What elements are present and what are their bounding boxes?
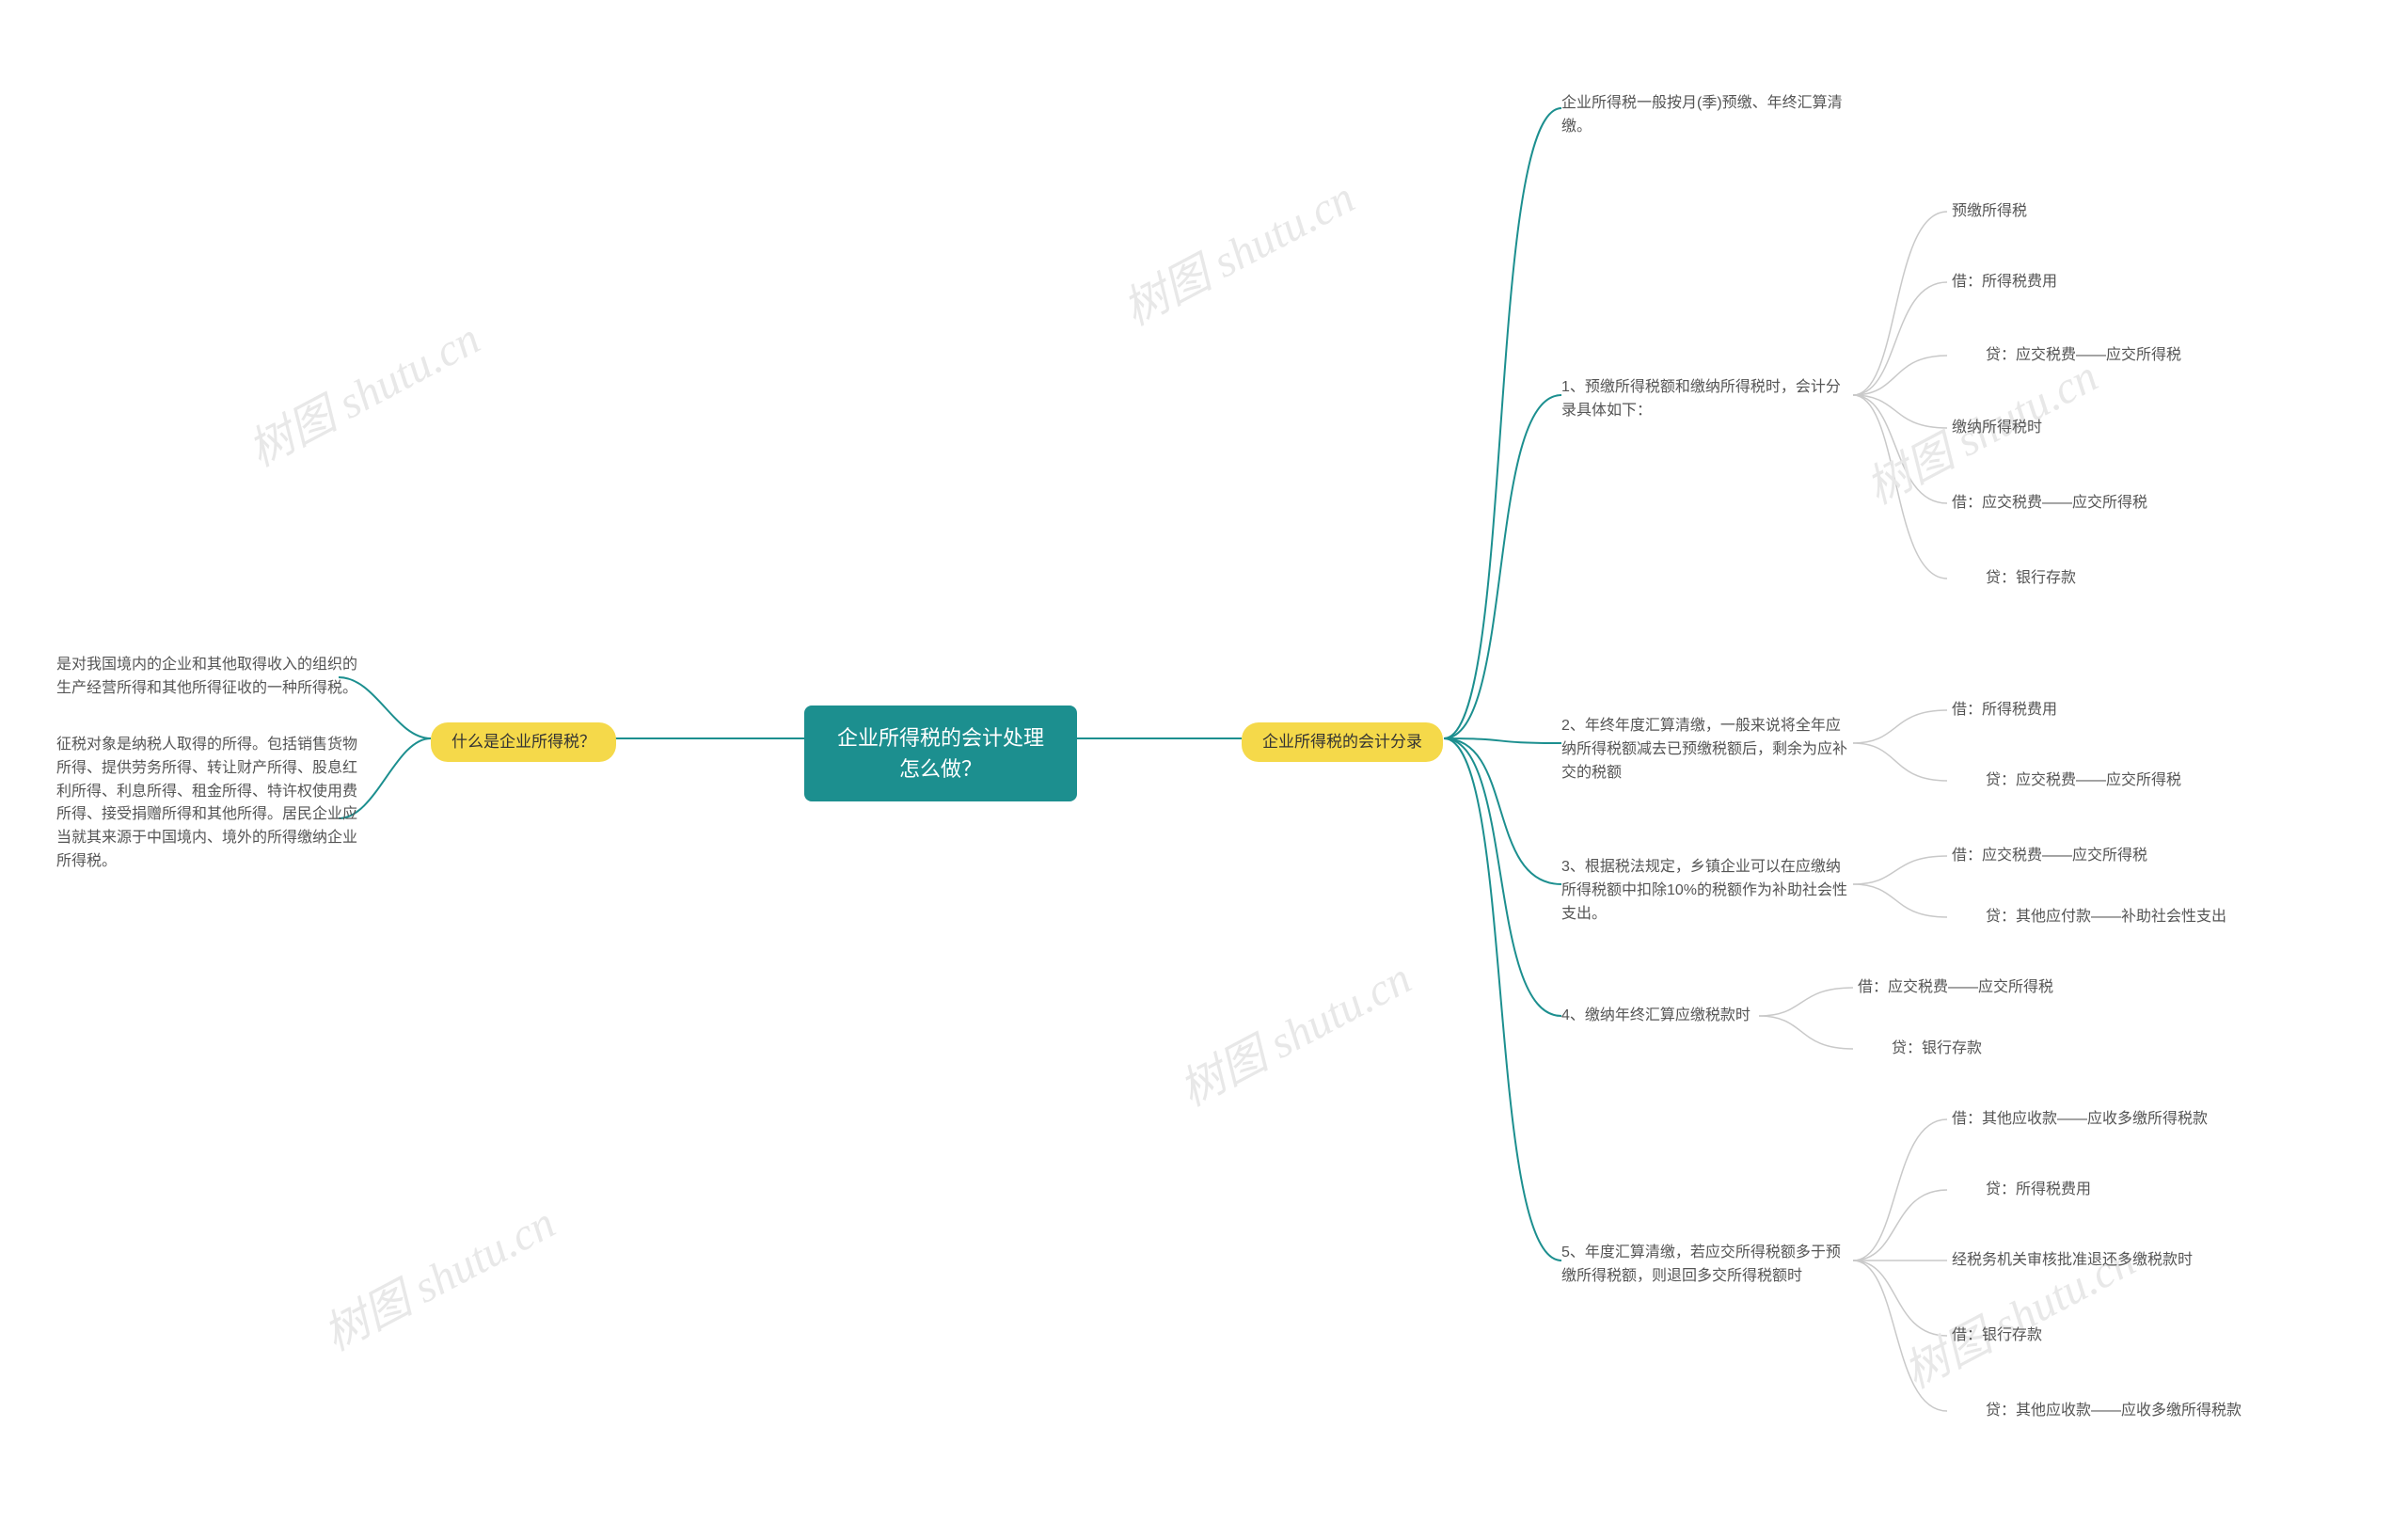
n2-c1: 借：所得税费用 (1952, 699, 2057, 722)
n1-c6: 贷：银行存款 (1971, 567, 2076, 591)
n1-c4: 缴纳所得税时 (1952, 417, 2042, 440)
n5-c4: 借：银行存款 (1952, 1324, 2042, 1348)
root-node[interactable]: 企业所得税的会计处理怎么做？ (804, 706, 1077, 801)
right-n4-title: 4、缴纳年终汇算应缴税款时 (1561, 1005, 1751, 1028)
n1-c2: 借：所得税费用 (1952, 271, 2057, 294)
n5-c2: 贷：所得税费用 (1971, 1179, 2091, 1202)
n2-c2: 贷：应交税费——应交所得税 (1971, 769, 2181, 793)
n5-c5: 贷：其他应收款——应收多缴所得税款 (1971, 1400, 2242, 1423)
n4-c1: 借：应交税费——应交所得税 (1858, 976, 2053, 1000)
watermark: 树图 shutu.cn (309, 1186, 564, 1363)
n5-c1: 借：其他应收款——应收多缴所得税款 (1952, 1108, 2208, 1132)
n1-c1: 预缴所得税 (1952, 200, 2027, 224)
watermark: 树图 shutu.cn (1109, 161, 1364, 338)
left-subtopic[interactable]: 什么是企业所得税？ (431, 722, 616, 762)
right-n2-title: 2、年终年度汇算清缴，一般来说将全年应纳所得税额减去已预缴税额后，剩余为应补交的… (1561, 715, 1853, 785)
left-leaf-2: 征税对象是纳税人取得的所得。包括销售货物所得、提供劳务所得、转让财产所得、股息红… (56, 734, 357, 874)
right-n5-title: 5、年度汇算清缴，若应交所得税额多于预缴所得税额，则退回多交所得税额时 (1561, 1242, 1853, 1289)
n4-c2: 贷：银行存款 (1877, 1038, 1982, 1061)
n1-c5: 借：应交税费——应交所得税 (1952, 492, 2147, 515)
n1-c3: 贷：应交税费——应交所得税 (1971, 344, 2181, 368)
right-n3-title: 3、根据税法规定，乡镇企业可以在应缴纳所得税额中扣除10%的税额作为补助社会性支… (1561, 856, 1853, 926)
watermark: 树图 shutu.cn (234, 302, 489, 479)
watermark: 树图 shutu.cn (1165, 942, 1420, 1118)
right-subtopic[interactable]: 企业所得税的会计分录 (1242, 722, 1443, 762)
n5-c3: 经税务机关审核批准退还多缴税款时 (1952, 1249, 2193, 1273)
left-leaf-1: 是对我国境内的企业和其他取得收入的组织的生产经营所得和其他所得征收的一种所得税。 (56, 654, 357, 701)
n3-c1: 借：应交税费——应交所得税 (1952, 845, 2147, 868)
n3-c2: 贷：其他应付款——补助社会性支出 (1971, 906, 2226, 929)
right-n0: 企业所得税一般按月(季)预缴、年终汇算清缴。 (1561, 92, 1853, 139)
right-n1-title: 1、预缴所得税额和缴纳所得税时，会计分录具体如下： (1561, 376, 1853, 423)
